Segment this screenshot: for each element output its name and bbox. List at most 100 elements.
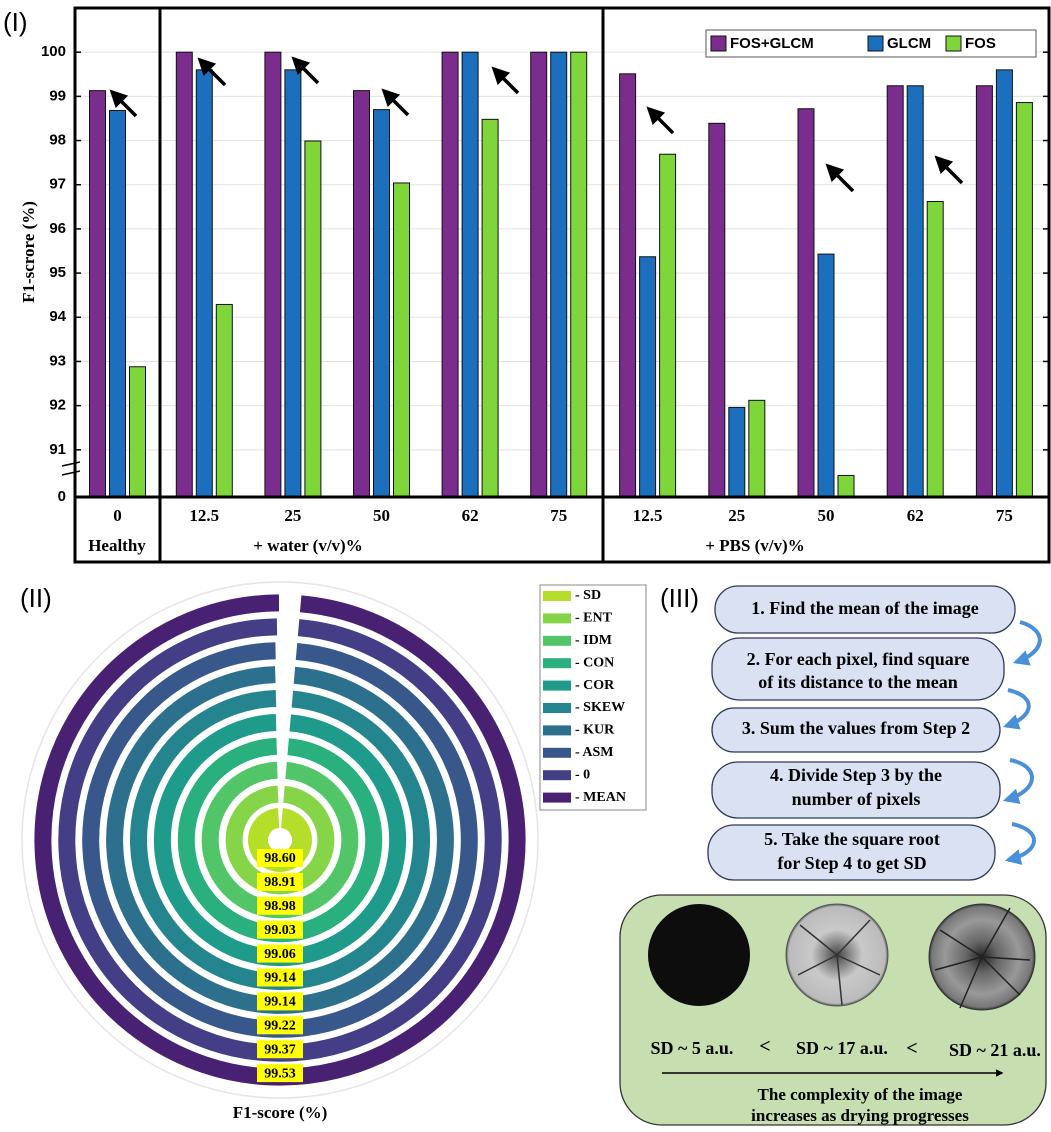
arrow	[934, 155, 964, 185]
arrow	[825, 163, 855, 193]
x-tick-label: 62	[462, 506, 479, 525]
crack	[934, 907, 1031, 1009]
step-box	[711, 637, 1005, 701]
y-tick-label: 100	[41, 43, 66, 60]
bar	[175, 51, 193, 498]
step-box	[714, 585, 1016, 634]
value-label-bg	[257, 920, 303, 939]
legend-swatch	[543, 658, 571, 669]
y-tick-label: 0	[58, 488, 66, 505]
frame	[73, 6, 1051, 564]
legend-swatch	[543, 635, 571, 646]
value-label-bg	[257, 872, 303, 891]
bar	[215, 303, 233, 498]
step-arrow	[1002, 688, 1031, 730]
legend-swatch	[543, 747, 571, 758]
bar	[748, 399, 766, 498]
legend-label: FOS+GLCM	[730, 35, 814, 52]
value-label: 99.14	[264, 971, 296, 986]
step-text: 4. Divide Step 3 by the	[770, 765, 942, 785]
value-label: 98.60	[264, 851, 296, 866]
y-tick-label: 96	[49, 220, 66, 237]
step-text: of its distance to the mean	[758, 672, 957, 692]
relation: <	[906, 1038, 917, 1060]
x-tick-label: 25	[728, 506, 745, 525]
bar	[109, 110, 126, 498]
step-text: 3. Sum the values from Step 2	[742, 718, 970, 738]
value-label: 98.98	[264, 899, 296, 914]
sample-label: SD ~ 17 a.u.	[796, 1038, 888, 1058]
bar	[195, 69, 213, 498]
value-label: 99.22	[264, 1019, 296, 1034]
value-label: 99.37	[264, 1042, 296, 1057]
legend-label: - COR	[575, 678, 615, 693]
axis-break	[62, 464, 82, 473]
x-tick-label: 25	[284, 506, 301, 525]
x-tick-label: 50	[373, 506, 390, 525]
axis-break	[61, 470, 81, 476]
legend-label: GLCM	[887, 35, 931, 52]
value-label-bg	[257, 1064, 303, 1083]
sample-label: SD ~ 5 a.u.	[651, 1038, 734, 1058]
legend-label: - ENT	[575, 611, 613, 626]
bar	[837, 474, 855, 498]
y-tick-label: 99	[49, 87, 66, 104]
legend-label: - CON	[575, 655, 614, 670]
value-label-bg	[257, 896, 303, 915]
x-tick-label: 75	[550, 506, 567, 525]
bar	[926, 201, 944, 498]
legend-swatch	[543, 792, 571, 803]
bar	[373, 109, 390, 498]
y-tick-label: 97	[49, 176, 66, 193]
value-label-bg	[257, 1040, 303, 1059]
relation: <	[759, 1036, 770, 1058]
bar	[481, 118, 499, 498]
panel-label: (I)	[3, 7, 28, 37]
value-label: 99.03	[264, 923, 296, 938]
sample-image	[648, 904, 750, 1006]
x-tick-label: 0	[113, 506, 122, 525]
y-tick-label: 98	[49, 132, 66, 149]
group-label: Healthy	[88, 536, 146, 555]
bar	[886, 85, 904, 498]
sample-label: SD ~ 21 a.u.	[949, 1040, 1041, 1060]
arrow	[491, 66, 520, 95]
arrows	[109, 56, 964, 193]
bar	[570, 51, 588, 498]
value-label: 99.53	[264, 1066, 296, 1081]
step-box	[711, 761, 1001, 819]
x-tick-label: 50	[818, 506, 835, 525]
y-tick-label: 93	[49, 352, 66, 369]
step-arrow	[1012, 620, 1042, 666]
y-tick-label: 95	[49, 264, 66, 281]
group-label: + PBS (v/v)%	[705, 536, 804, 555]
panel-steps: 1. Find the mean of the image 2. For eac…	[619, 585, 1047, 1126]
step-box	[711, 707, 1001, 753]
bar	[264, 51, 282, 498]
legend-swatch	[543, 680, 571, 691]
y-axis-label: F1-scrore (%)	[19, 201, 38, 303]
value-label: 98.91	[264, 875, 296, 890]
caption: The complexity of the image	[758, 1085, 963, 1104]
legend-label: FOS	[965, 35, 996, 52]
bar	[129, 366, 146, 498]
legend-swatch	[543, 770, 571, 781]
arrow	[291, 56, 320, 85]
bar	[639, 256, 657, 498]
arrow	[381, 88, 410, 117]
bar	[817, 253, 835, 498]
value-label-bg	[257, 849, 303, 867]
panel-bar: 0 91 92 93 94 95 96 97 98 99 100 F1-scrore (%) 0 Heal…	[19, 6, 1051, 564]
legend-label: - ASM	[575, 745, 614, 760]
bar	[530, 51, 548, 498]
value-label-bg	[257, 968, 303, 987]
caption: increases as drying progresses	[751, 1106, 969, 1125]
step-text: 1. Find the mean of the image	[751, 598, 978, 618]
x-axis-label: F1-score (%)	[233, 1103, 328, 1122]
y-tick-label: 94	[49, 308, 66, 325]
bar	[89, 90, 106, 498]
legend-swatch	[945, 35, 962, 52]
bar	[1015, 102, 1033, 498]
legend-swatch	[543, 725, 571, 736]
group-label: + water (v/v)%	[253, 536, 362, 555]
